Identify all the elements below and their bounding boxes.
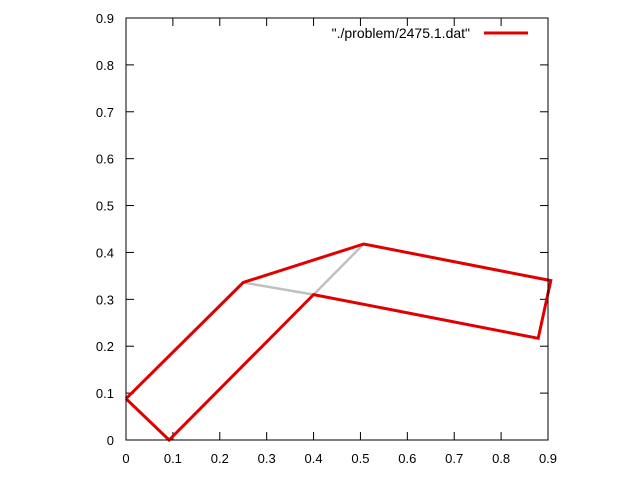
x-tick-label: 0.5 — [351, 451, 369, 466]
x-tick-label: 0.2 — [211, 451, 229, 466]
x-tick-label: 0.1 — [164, 451, 182, 466]
tick-marks — [125, 17, 549, 441]
y-tick-label: 0.9 — [96, 11, 114, 26]
x-tick-labels: 0 0.1 0.2 0.3 0.4 0.5 0.6 0.7 0.8 0.9 — [122, 451, 557, 466]
x-tick-label: 0 — [122, 451, 129, 466]
y-tick-label: 0.4 — [96, 245, 114, 260]
y-tick-label: 0.6 — [96, 152, 114, 167]
y-tick-label: 0 — [107, 433, 114, 448]
series-line-secondary — [242, 243, 365, 296]
y-tick-label: 0.7 — [96, 105, 114, 120]
y-tick-labels: 0 0.1 0.2 0.3 0.4 0.5 0.6 0.7 0.8 0.9 — [96, 11, 114, 448]
x-tick-label: 0.9 — [539, 451, 557, 466]
x-tick-label: 0.4 — [305, 451, 323, 466]
y-tick-label: 0.3 — [96, 292, 114, 307]
x-tick-label: 0.8 — [492, 451, 510, 466]
legend: "./problem/2475.1.dat" — [332, 25, 528, 41]
y-tick-label: 0.2 — [96, 339, 114, 354]
plot-frame — [125, 17, 549, 441]
x-tick-label: 0.7 — [445, 451, 463, 466]
series-line-main — [124, 242, 553, 443]
y-tick-label: 0.8 — [96, 58, 114, 73]
y-tick-label: 0.1 — [96, 386, 114, 401]
y-tick-label: 0.5 — [96, 199, 114, 214]
series-lines — [124, 242, 553, 443]
legend-label: "./problem/2475.1.dat" — [332, 25, 470, 41]
x-tick-label: 0.3 — [258, 451, 276, 466]
x-tick-label: 0.6 — [398, 451, 416, 466]
